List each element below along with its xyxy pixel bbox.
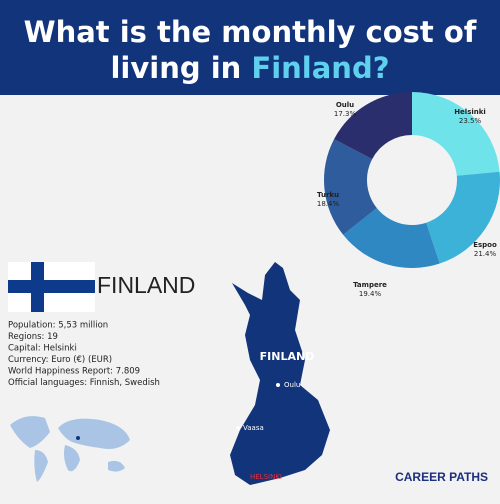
continent — [10, 416, 50, 448]
segment-label: Turku — [317, 191, 339, 199]
flag-cross — [8, 280, 95, 293]
fact: Regions: 19 — [8, 332, 58, 342]
segment-value: 23.5% — [459, 117, 482, 125]
fact: Capital: Helsinki — [8, 344, 77, 354]
finland-dot — [76, 436, 80, 440]
fact: Currency: Euro (€) (EUR) — [8, 355, 112, 365]
segment-label: Helsinki — [454, 108, 486, 116]
title-banner — [0, 0, 500, 95]
city-label: Oulu — [284, 381, 300, 389]
title-highlight: Finland? — [251, 51, 389, 85]
map-label: FINLAND — [260, 350, 315, 363]
segment-label: Espoo — [473, 241, 497, 249]
donut-segment — [324, 139, 377, 235]
donut-segment — [343, 208, 440, 268]
continent — [108, 460, 125, 472]
city-label: Vaasa — [243, 424, 264, 432]
title-text: living in — [110, 51, 241, 85]
continent — [34, 450, 48, 482]
finland-map — [230, 262, 330, 485]
continent — [64, 445, 80, 472]
fact: World Happiness Report: 7.809 — [8, 367, 140, 377]
fact: Official languages: Finnish, Swedish — [8, 378, 160, 388]
title-line: What is the monthly cost of — [24, 15, 477, 49]
segment-value: 21.4% — [474, 250, 497, 258]
city-dot — [236, 426, 240, 430]
city-label: HELSINKI — [250, 473, 282, 481]
donut-segment — [412, 92, 500, 176]
world-map — [10, 416, 130, 482]
title-line: living in Finland? — [110, 51, 389, 85]
donut-segment — [334, 92, 412, 160]
fact: Population: 5,53 million — [8, 321, 108, 331]
logo: CAREER PATHS — [395, 470, 488, 484]
segment-label: Oulu — [336, 101, 354, 109]
segment-label: Tampere — [353, 281, 387, 289]
segment-value: 18.4% — [317, 200, 340, 208]
donut-segment — [426, 171, 500, 264]
segment-value: 17.3% — [334, 110, 357, 118]
continent — [58, 418, 130, 449]
flag — [8, 262, 95, 312]
city-dot — [276, 383, 280, 387]
country-name: FINLAND — [97, 272, 195, 298]
segment-value: 19.4% — [359, 290, 382, 298]
